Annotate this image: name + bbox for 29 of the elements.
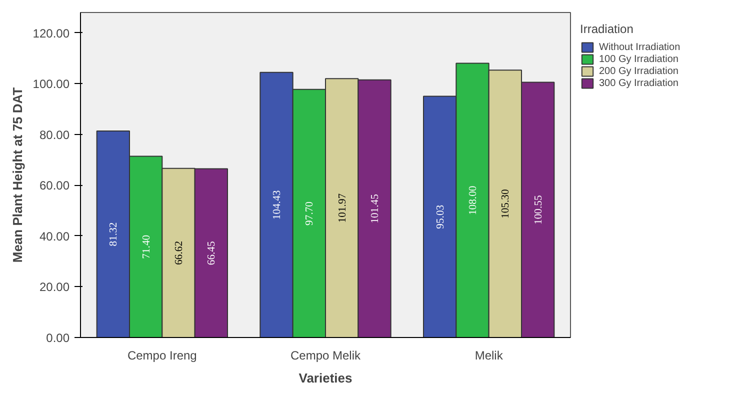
y-tick-label: 100.00 [32, 77, 70, 92]
x-tick-label: Cempo Melik [290, 348, 362, 362]
data-label: 66.45 [206, 241, 218, 266]
y-tick-label: 0.00 [46, 331, 70, 345]
x-axis-title: Varieties [298, 370, 352, 386]
legend-label: 300 Gy Irradiation [599, 77, 678, 89]
legend-label: 100 Gy Irradiation [599, 53, 678, 65]
x-tick-label: Melik [474, 348, 504, 362]
y-tick-label: 40.00 [39, 229, 70, 244]
y-tick-label: 20.00 [39, 280, 70, 294]
data-label: 66.62 [174, 240, 185, 265]
legend-title: Irradiation [580, 22, 634, 36]
y-tick-label: 60.00 [39, 178, 70, 193]
y-axis-title: Mean Plant Height at 75 DAT [10, 87, 25, 263]
data-label: 97.70 [304, 201, 316, 226]
data-label: 101.45 [370, 194, 381, 224]
data-label: 100.55 [533, 195, 544, 224]
y-tick-label: 120.00 [32, 26, 70, 40]
y-tick-label: 80.00 [39, 128, 70, 142]
legend-label: Without Irradiation [599, 41, 680, 53]
data-label: 105.30 [500, 189, 512, 218]
data-label: 81.32 [108, 222, 120, 246]
data-label: 71.40 [141, 234, 152, 259]
x-tick-label: Cempo Ireng [127, 348, 197, 362]
data-label: 108.00 [468, 186, 479, 216]
data-label: 95.03 [435, 204, 446, 229]
legend-label: 200 Gy Irradiation [599, 65, 678, 77]
data-label: 101.97 [337, 192, 348, 223]
data-label: 104.43 [272, 190, 283, 220]
